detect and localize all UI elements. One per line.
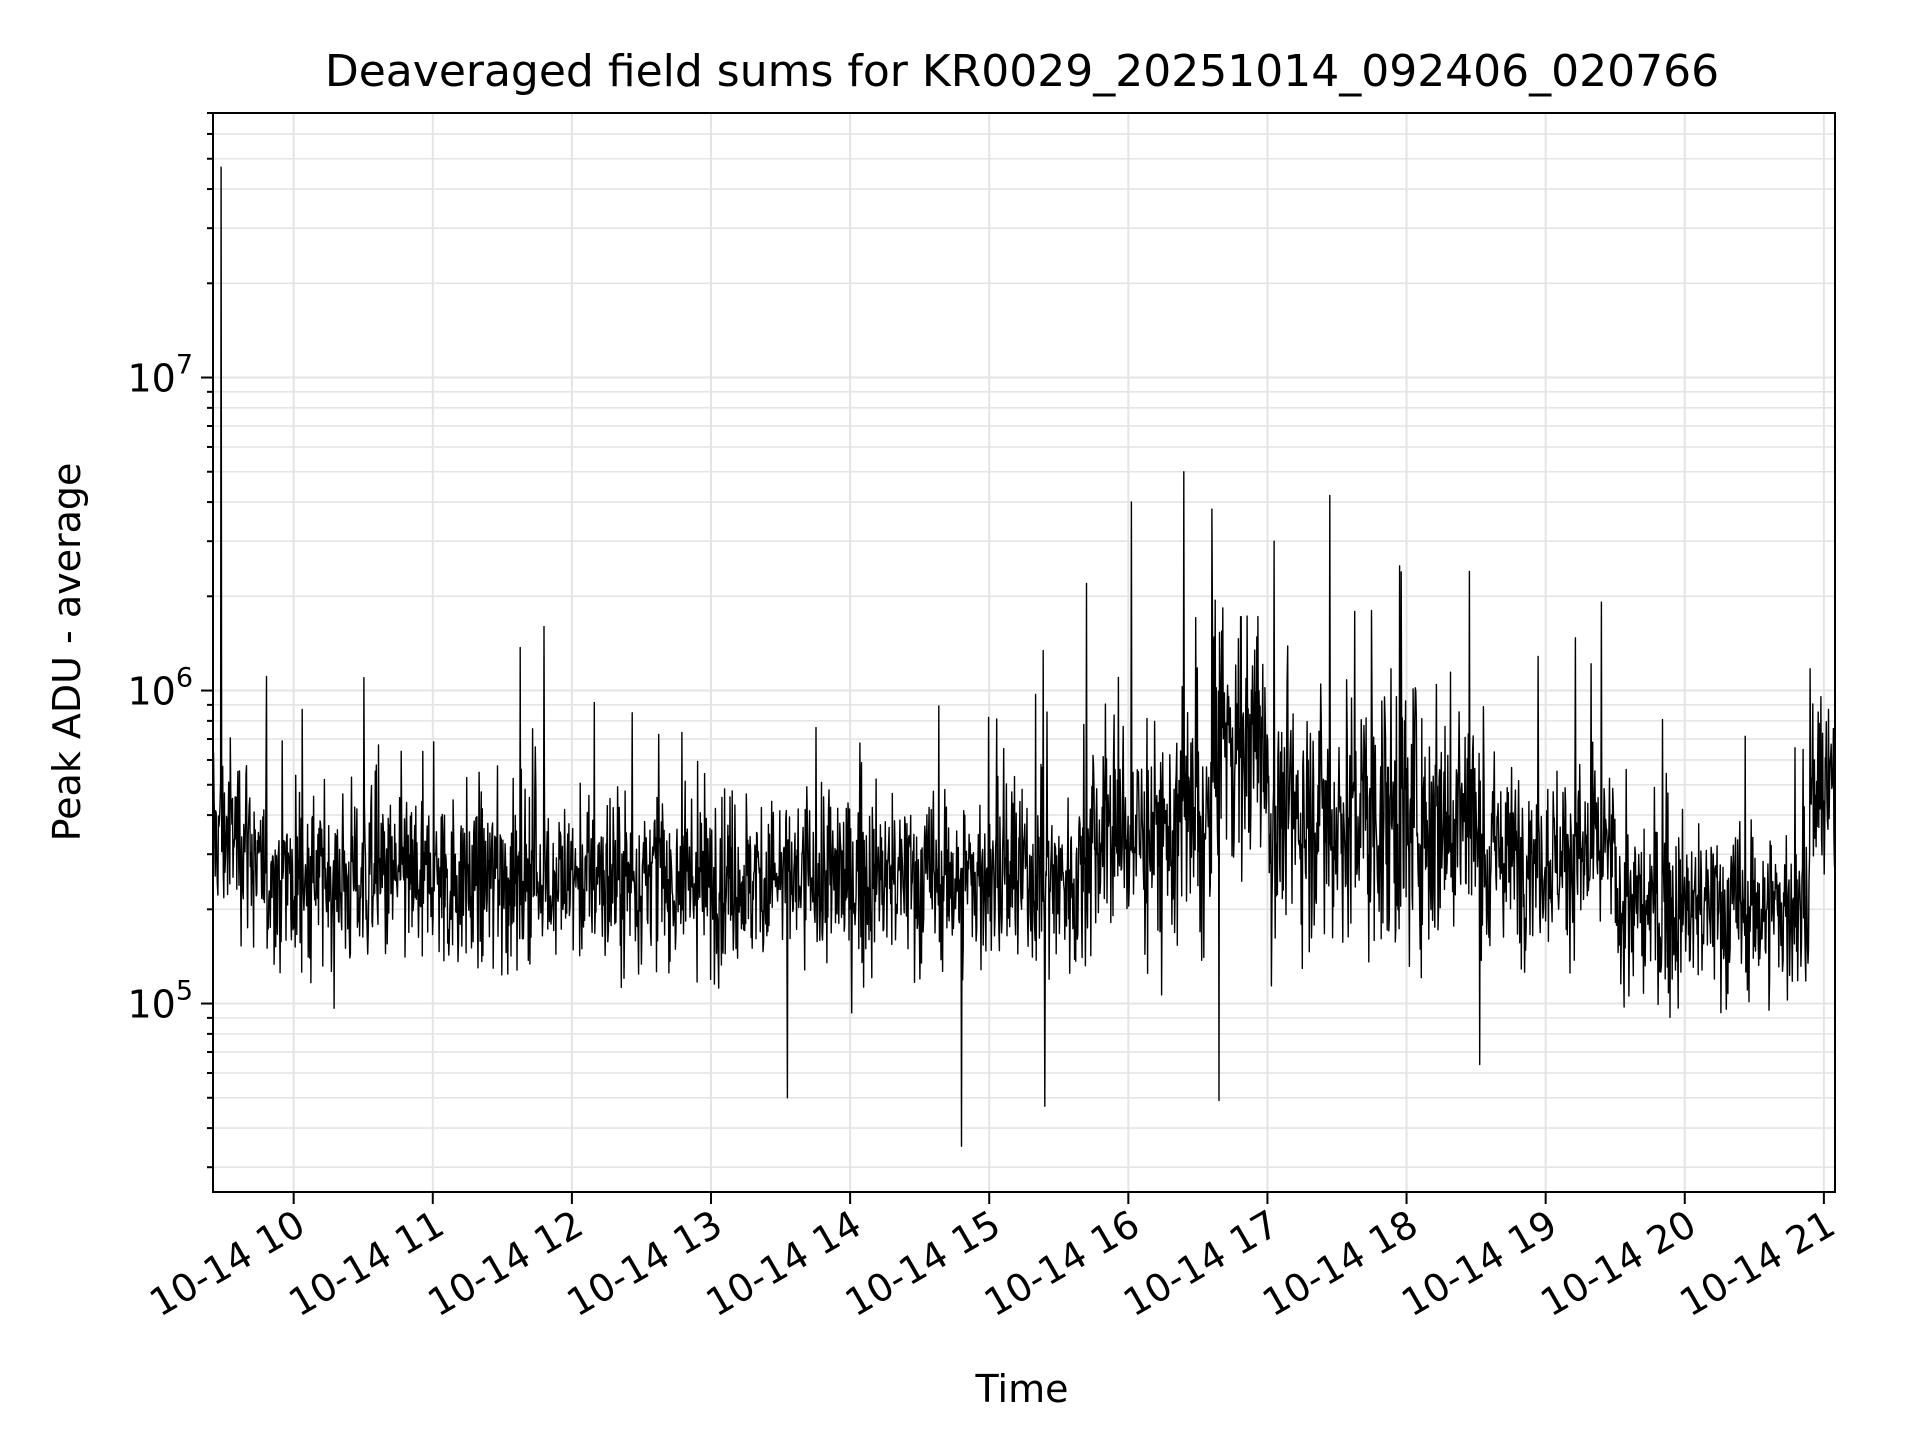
plot-frame [212, 112, 1836, 1193]
series-group [213, 166, 1835, 1147]
series-line [213, 166, 1835, 1147]
x-axis-label: Time [975, 1367, 1069, 1411]
y-axis-label: Peak ADU - average [45, 463, 89, 842]
y-tick-label: 107 [127, 350, 193, 401]
y-tick-label: 105 [127, 976, 193, 1027]
chart-title: Deaveraged field sums for KR0029_2025101… [325, 46, 1719, 97]
